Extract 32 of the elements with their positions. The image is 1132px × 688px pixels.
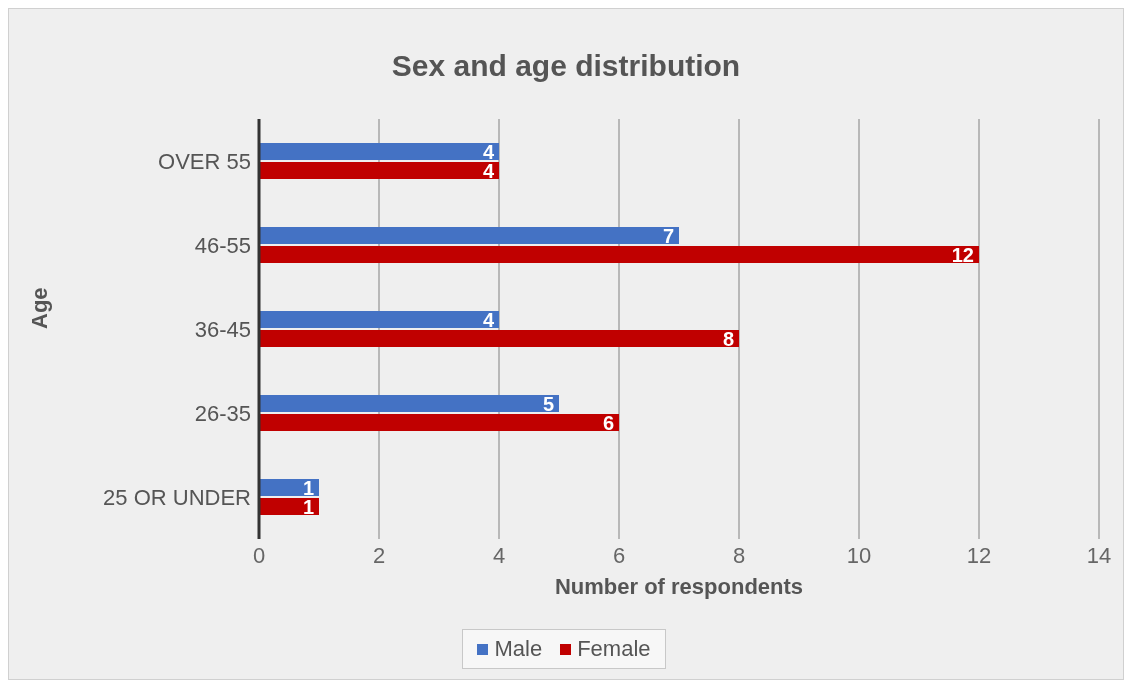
x-tick-label: 4 <box>492 542 506 568</box>
legend-label: Male <box>493 636 543 662</box>
bar <box>259 143 499 160</box>
x-tick-label: 10 <box>846 542 872 568</box>
y-tick-label: OVER 55 <box>158 148 251 174</box>
data-label: 12 <box>951 243 974 266</box>
bar <box>259 227 679 244</box>
bar <box>259 246 979 263</box>
y-tick-label: 26-35 <box>194 400 251 426</box>
data-label: 5 <box>542 392 554 415</box>
data-label: 6 <box>602 411 614 434</box>
y-tick-label: 36-45 <box>194 316 251 342</box>
bar <box>259 162 499 179</box>
bar <box>259 311 499 328</box>
y-tick-label: 46-55 <box>194 232 251 258</box>
y-tick-label: 25 OR UNDER <box>103 484 251 510</box>
data-label: 4 <box>482 308 495 331</box>
bar <box>259 414 619 431</box>
legend-label: Female <box>576 636 651 662</box>
y-axis-title: Age <box>26 287 52 329</box>
bar <box>259 330 739 347</box>
bar <box>259 395 559 412</box>
data-label: 8 <box>722 327 734 350</box>
x-tick-label: 2 <box>372 542 386 568</box>
x-tick-label: 12 <box>966 542 992 568</box>
data-label: 7 <box>662 224 674 247</box>
x-axis-title: Number of respondents <box>554 574 804 599</box>
x-tick-label: 14 <box>1086 542 1112 568</box>
x-tick-label: 8 <box>732 542 746 568</box>
x-tick-label: 6 <box>612 542 626 568</box>
x-tick-label: 0 <box>252 542 266 568</box>
chart-title: Sex and age distribution <box>390 48 742 84</box>
